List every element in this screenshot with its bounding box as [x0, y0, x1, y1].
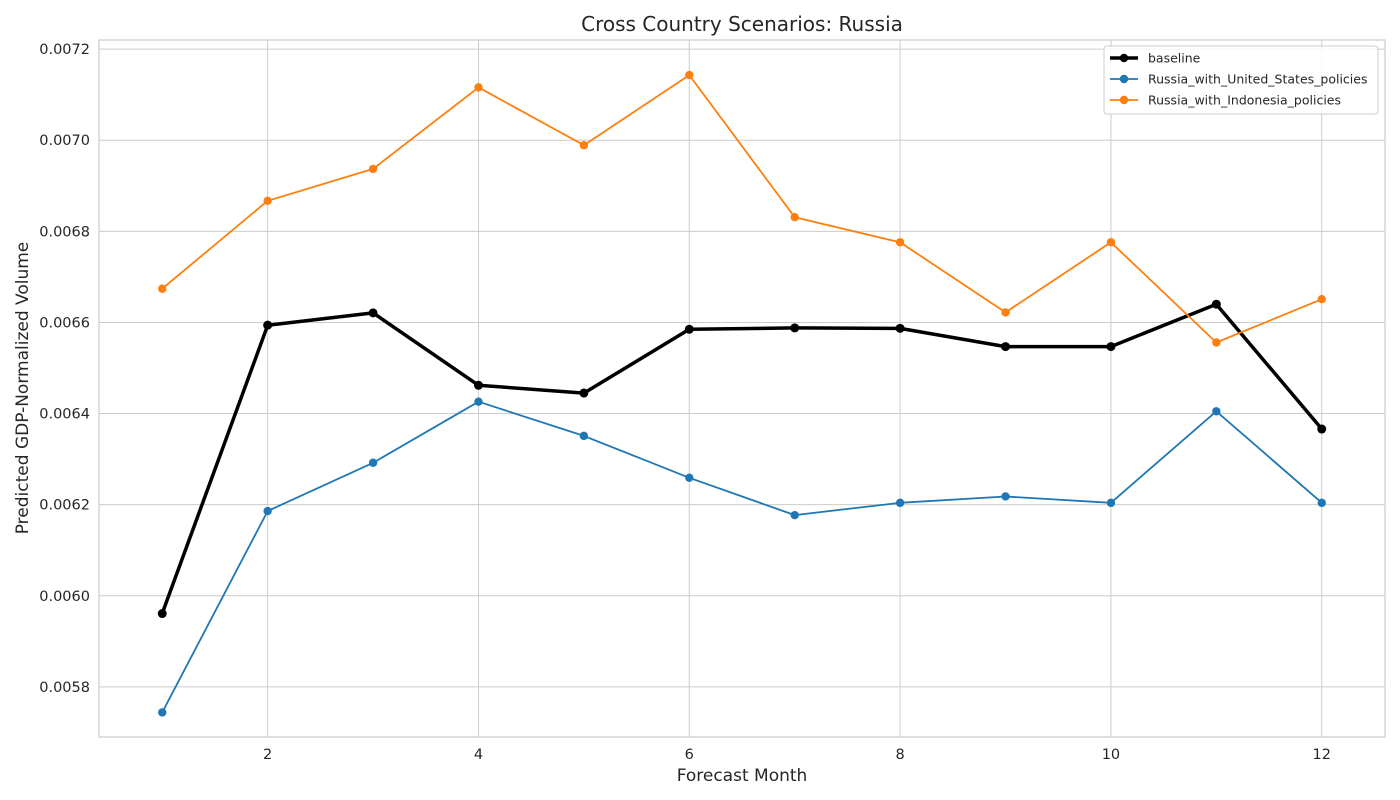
- data-point: [368, 308, 378, 318]
- legend-marker: [1119, 53, 1129, 63]
- y-tick-label: 0.0060: [39, 589, 90, 605]
- y-tick-label: 0.0066: [39, 315, 90, 331]
- data-point: [1106, 498, 1116, 508]
- data-point: [1106, 238, 1116, 247]
- data-point: [790, 323, 800, 333]
- series-lines: [157, 70, 1327, 717]
- chart-title: Cross Country Scenarios: Russia: [581, 12, 903, 36]
- legend-label: Russia_with_Indonesia_policies: [1148, 93, 1341, 108]
- data-point: [579, 388, 589, 398]
- x-tick-label: 6: [685, 747, 694, 763]
- data-point: [474, 397, 483, 406]
- data-point: [790, 213, 799, 222]
- y-axis-label: Predicted GDP-Normalized Volume: [13, 242, 33, 535]
- y-tick-labels: 0.0058 0.0060 0.0062 0.0064 0.0066 0.0068 0.00…: [39, 42, 90, 696]
- x-axis-label: Forecast Month: [677, 766, 808, 786]
- data-point: [1317, 295, 1326, 304]
- data-point: [1211, 299, 1221, 309]
- series-line: [160, 302, 1324, 615]
- legend-marker: [1119, 74, 1129, 84]
- data-point: [368, 164, 378, 174]
- data-point: [368, 458, 378, 467]
- data-point: [1317, 498, 1326, 508]
- data-point: [579, 141, 589, 150]
- data-point: [157, 609, 167, 619]
- x-tick-label: 10: [1102, 747, 1120, 763]
- series-3: [158, 70, 1326, 347]
- legend: baseline Russia_with_United_States_polici…: [1103, 45, 1379, 115]
- y-tick-label: 0.0062: [39, 498, 90, 514]
- x-tick-labels: 2 4 6 8 10 12: [263, 747, 1331, 763]
- series-line: [161, 400, 1323, 713]
- x-tick-label: 4: [474, 747, 483, 763]
- data-point: [1001, 492, 1010, 501]
- data-point: [684, 324, 694, 334]
- x-tick-label: 12: [1313, 747, 1331, 763]
- data-point: [1106, 342, 1116, 352]
- data-point: [579, 431, 589, 441]
- legend-label: baseline: [1148, 51, 1201, 66]
- legend-box: [1103, 45, 1379, 115]
- data-point: [1212, 338, 1221, 347]
- data-point: [790, 510, 799, 520]
- y-tick-label: 0.0070: [39, 133, 90, 149]
- grid-lines: [99, 40, 1385, 737]
- data-point: [1212, 407, 1221, 416]
- y-tick-label: 0.0068: [39, 224, 90, 240]
- legend-label: Russia_with_United_States_policies: [1148, 72, 1367, 87]
- data-point: [263, 506, 272, 516]
- data-point: [473, 380, 483, 390]
- data-point: [158, 284, 167, 293]
- data-point: [158, 708, 167, 717]
- y-tick-label: 0.0064: [39, 407, 90, 423]
- plot-frame: [98, 39, 1386, 738]
- data-point: [685, 70, 694, 80]
- y-tick-label: 0.0072: [39, 42, 90, 58]
- data-point: [474, 83, 483, 92]
- data-point: [1317, 424, 1327, 434]
- y-tick-label: 0.0058: [39, 680, 90, 696]
- x-tick-label: 8: [895, 747, 904, 763]
- data-point: [685, 473, 694, 482]
- data-point: [895, 238, 905, 247]
- data-point: [1001, 308, 1010, 317]
- data-point: [263, 320, 273, 330]
- data-point: [263, 196, 272, 206]
- legend-marker: [1119, 95, 1129, 105]
- data-point: [895, 323, 905, 333]
- series-1: [157, 299, 1327, 619]
- series-2: [158, 397, 1326, 717]
- series-line: [161, 74, 1323, 344]
- data-point: [895, 498, 905, 508]
- data-point: [1001, 342, 1011, 352]
- x-tick-label: 2: [263, 747, 272, 763]
